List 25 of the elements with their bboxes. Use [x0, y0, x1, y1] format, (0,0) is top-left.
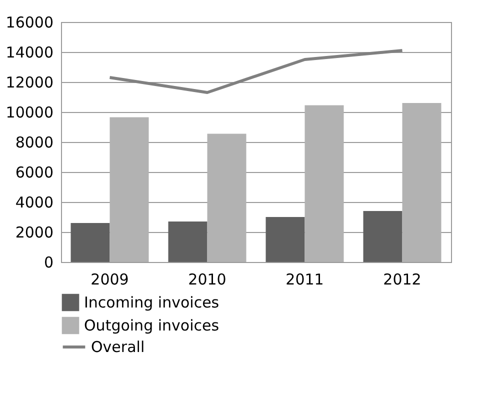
- legend-label: Outgoing invoices: [84, 316, 220, 334]
- bar: [70, 223, 110, 262]
- y-tick-label: 4000: [15, 194, 54, 212]
- line-series: [108, 49, 404, 94]
- bar: [402, 103, 442, 262]
- x-tick-label: 2010: [188, 270, 226, 288]
- bar: [304, 105, 344, 262]
- y-tick-label: 16000: [6, 14, 54, 32]
- bar: [266, 217, 305, 262]
- y-tick-label: 6000: [15, 164, 54, 182]
- bar: [207, 134, 246, 262]
- x-tick-label: 2009: [90, 270, 129, 288]
- bar: [363, 211, 402, 262]
- x-tick-label: 2012: [383, 270, 422, 288]
- bar: [110, 117, 149, 262]
- legend-label: Incoming invoices: [84, 294, 220, 312]
- bar: [168, 222, 208, 262]
- y-tick-label: 14000: [6, 44, 54, 62]
- y-tick-label: 8000: [15, 134, 54, 152]
- legend-label: Overall: [91, 338, 145, 356]
- y-tick-label: 12000: [6, 74, 54, 92]
- x-tick-label: 2011: [286, 270, 324, 288]
- y-tick-label: 2000: [15, 224, 54, 242]
- y-tick-label: 10000: [6, 104, 54, 122]
- y-tick-label: 0: [44, 254, 54, 272]
